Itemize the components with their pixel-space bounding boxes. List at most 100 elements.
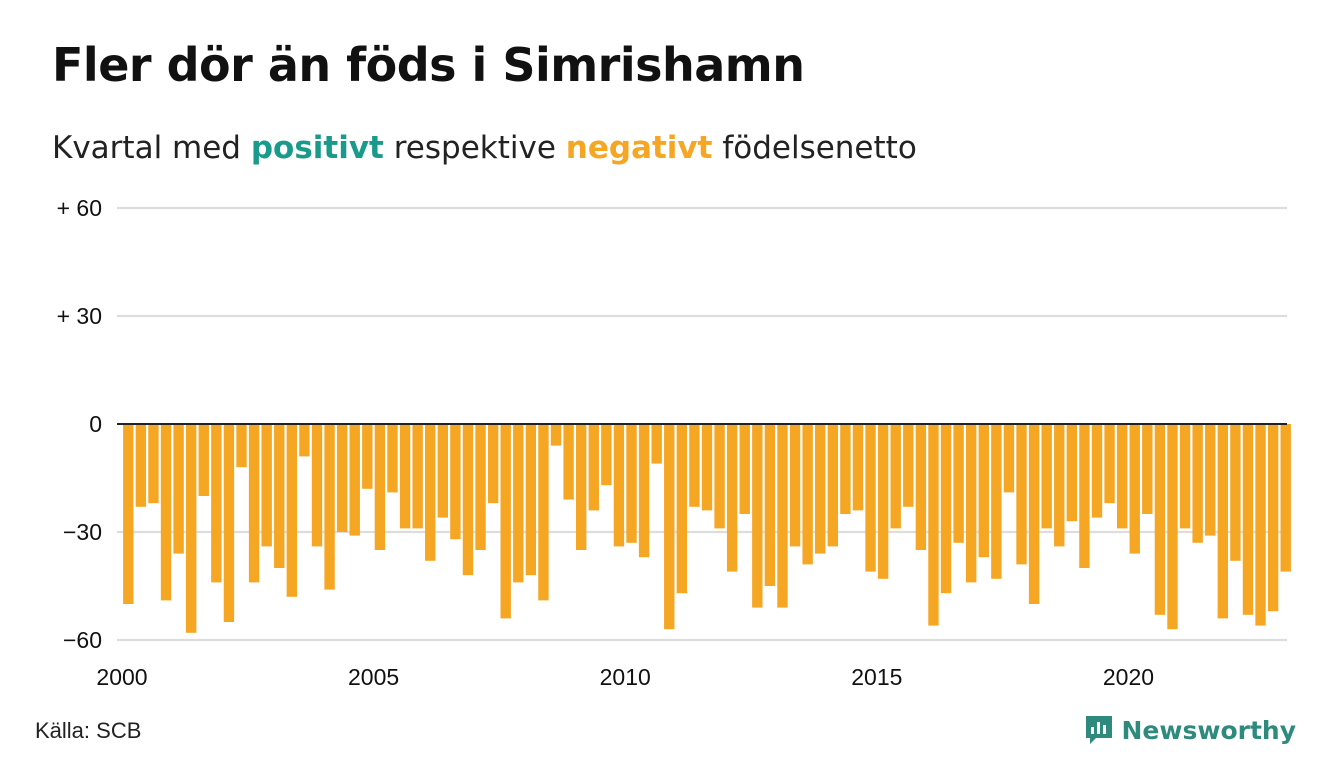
bar <box>827 424 838 547</box>
bar <box>525 424 537 576</box>
bar <box>664 424 675 630</box>
bar <box>538 424 549 601</box>
bar <box>198 424 209 496</box>
y-tick-label: −60 <box>63 627 102 653</box>
bar <box>362 424 373 489</box>
bar <box>1192 424 1203 543</box>
bar <box>613 424 625 547</box>
bar <box>513 424 524 583</box>
bar <box>890 424 901 529</box>
bar <box>726 424 738 572</box>
bar <box>1255 424 1266 626</box>
subtitle-middle: respektive <box>383 130 566 166</box>
bar <box>1028 424 1040 604</box>
bar <box>865 424 876 572</box>
subtitle-positive-word: positivt <box>250 130 384 166</box>
x-tick-label: 2000 <box>96 664 147 690</box>
bar <box>399 424 411 529</box>
bar <box>387 424 398 493</box>
y-tick-label: + 30 <box>57 303 102 329</box>
bar <box>764 424 776 586</box>
bar <box>123 424 134 604</box>
bar <box>135 424 147 507</box>
x-tick-label: 2005 <box>348 664 399 690</box>
brand-name: Newsworthy <box>1121 715 1297 745</box>
bar <box>815 424 826 554</box>
bar <box>1280 424 1291 572</box>
newsworthy-logo-icon <box>1085 716 1112 744</box>
bar <box>425 424 436 561</box>
bar <box>1066 424 1078 522</box>
subtitle-negative-word: negativt <box>565 130 713 166</box>
x-tick-label: 2010 <box>600 664 651 690</box>
bar <box>978 424 989 558</box>
bar <box>966 424 977 583</box>
bar <box>915 424 927 550</box>
bar <box>223 424 235 622</box>
bar <box>173 424 184 554</box>
x-tick-label: 2020 <box>1103 664 1154 690</box>
bar <box>500 424 511 619</box>
bar <box>550 424 562 446</box>
bar <box>1129 424 1140 554</box>
bar <box>840 424 851 514</box>
bar <box>752 424 763 608</box>
bar <box>261 424 272 547</box>
bar <box>160 424 172 601</box>
x-tick-label: 2015 <box>851 664 902 690</box>
bar <box>877 424 889 579</box>
bar <box>852 424 864 511</box>
bar <box>777 424 788 608</box>
bar <box>487 424 499 504</box>
bar <box>462 424 474 576</box>
bar <box>1104 424 1115 504</box>
bar <box>324 424 335 590</box>
brand: Newsworthy <box>1084 714 1297 746</box>
bar <box>701 424 713 511</box>
bar <box>1079 424 1090 568</box>
bar <box>311 424 323 547</box>
bar <box>1142 424 1153 514</box>
bar <box>928 424 939 626</box>
bar <box>1091 424 1103 518</box>
bar <box>1041 424 1052 529</box>
bar <box>903 424 914 507</box>
bar <box>336 424 348 532</box>
y-tick-label: −30 <box>63 519 102 545</box>
bar <box>1154 424 1166 615</box>
bar <box>1205 424 1216 536</box>
bar <box>450 424 461 540</box>
bar <box>1267 424 1279 612</box>
bar <box>1054 424 1065 547</box>
bar <box>1167 424 1178 630</box>
bar <box>412 424 423 529</box>
bar <box>437 424 448 518</box>
y-tick-label: 0 <box>89 411 102 437</box>
bar <box>211 424 222 583</box>
bar <box>1217 424 1228 619</box>
bar <box>248 424 260 583</box>
bar <box>186 424 197 633</box>
source-note: Källa: SCB <box>35 718 142 743</box>
bar <box>789 424 801 547</box>
chart-subtitle: Kvartal med positivt respektive negativt… <box>52 130 917 166</box>
bar <box>1179 424 1191 529</box>
bar <box>1230 424 1241 561</box>
bar <box>651 424 662 464</box>
subtitle-prefix: Kvartal med <box>52 130 251 166</box>
bar <box>1016 424 1027 565</box>
bar-chart: + 60 + 30 0 −30 −60 2000 2005 2010 2015 2020 <box>57 195 1291 690</box>
bar <box>236 424 247 468</box>
bar <box>676 424 688 594</box>
bar <box>374 424 386 550</box>
bar <box>689 424 700 507</box>
bar <box>576 424 587 550</box>
bar <box>940 424 952 594</box>
subtitle-suffix: födelsenetto <box>712 130 917 166</box>
bar <box>626 424 637 543</box>
bar <box>714 424 725 529</box>
bar <box>953 424 964 543</box>
bar <box>349 424 360 536</box>
bar <box>638 424 650 558</box>
bar <box>274 424 285 568</box>
